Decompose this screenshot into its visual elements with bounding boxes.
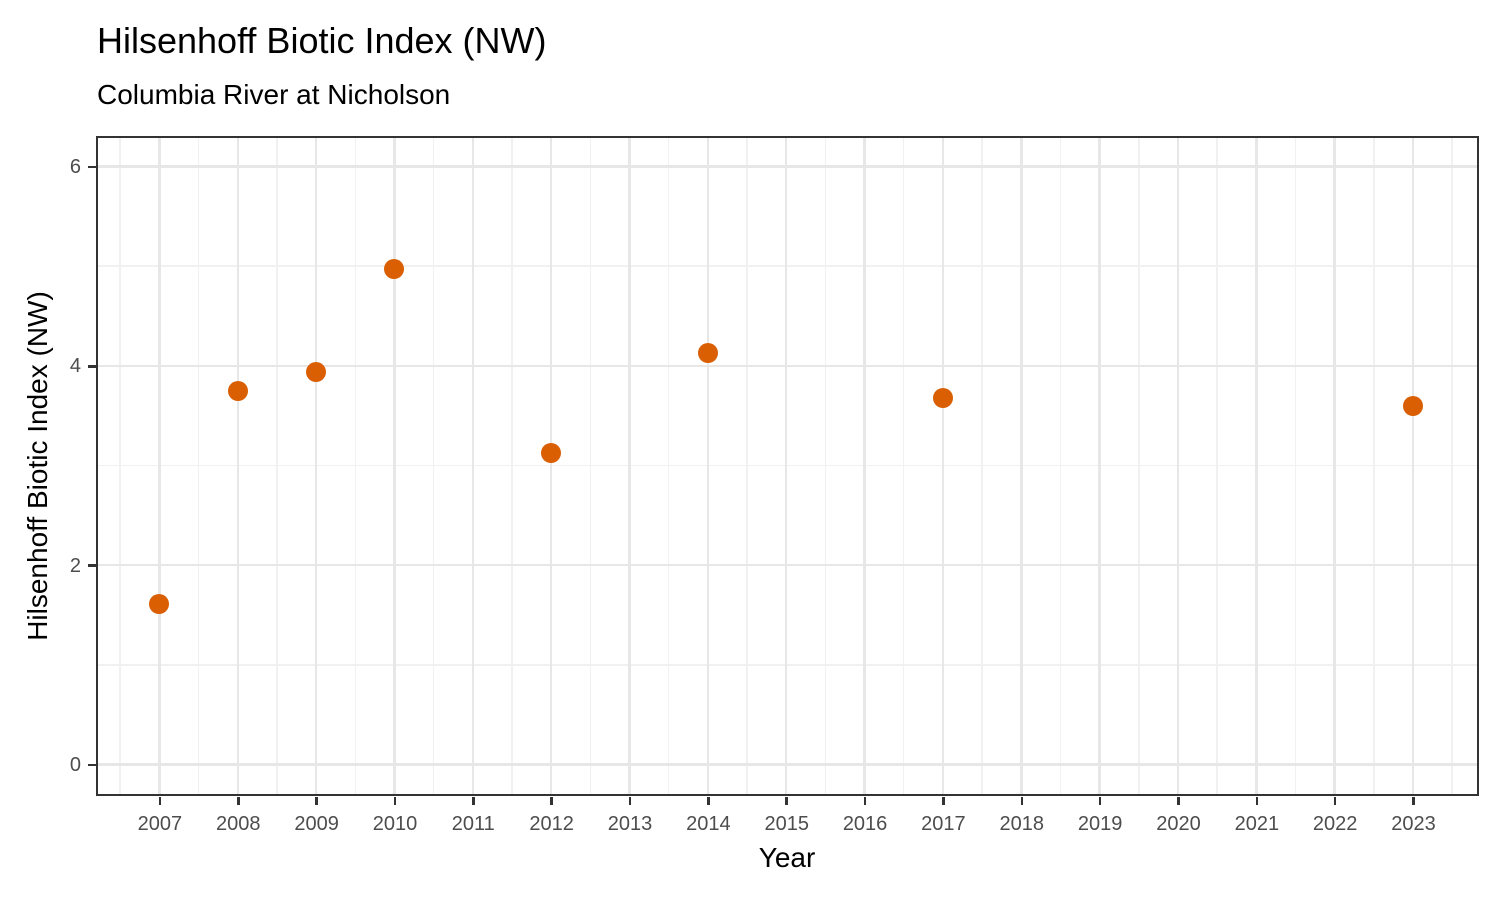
x-tick-label: 2015 bbox=[764, 813, 809, 835]
x-axis-tick bbox=[1333, 796, 1337, 805]
grid-major-vertical bbox=[1020, 137, 1023, 794]
x-axis-tick bbox=[158, 796, 162, 805]
x-tick-label: 2022 bbox=[1312, 813, 1358, 835]
x-tick-label: 2019 bbox=[1077, 813, 1123, 835]
grid-major-horizontal bbox=[97, 563, 1477, 567]
x-axis-tick bbox=[472, 796, 475, 805]
grid-major-horizontal bbox=[97, 364, 1477, 368]
x-axis-tick bbox=[1098, 796, 1102, 805]
grid-major-vertical bbox=[706, 137, 710, 794]
x-tick-label: 2009 bbox=[294, 813, 339, 835]
x-axis-tick bbox=[1177, 796, 1180, 805]
data-point bbox=[541, 442, 562, 463]
x-axis-tick bbox=[707, 796, 710, 805]
data-point bbox=[697, 342, 718, 363]
x-axis-tick bbox=[237, 796, 240, 805]
x-tick-label: 2012 bbox=[529, 813, 574, 835]
data-point bbox=[149, 594, 170, 615]
x-axis-tick bbox=[628, 796, 632, 805]
x-axis-tick bbox=[863, 796, 867, 805]
data-point bbox=[384, 259, 405, 280]
x-tick-label: 2011 bbox=[451, 813, 495, 835]
x-axis-tick bbox=[1255, 796, 1259, 805]
grid-major-vertical bbox=[863, 137, 866, 794]
grid-major-vertical bbox=[941, 137, 945, 794]
x-tick-label: 2010 bbox=[372, 813, 418, 835]
x-tick-label: 2018 bbox=[999, 813, 1045, 835]
y-axis-tick bbox=[87, 763, 96, 767]
y-tick-label: 6 bbox=[69, 155, 81, 178]
grid-major-vertical bbox=[1333, 137, 1336, 794]
x-axis-tick bbox=[315, 796, 318, 805]
plot-panel bbox=[95, 135, 1479, 796]
x-tick-label: 2023 bbox=[1391, 813, 1436, 835]
data-point bbox=[1403, 395, 1424, 416]
data-point bbox=[227, 380, 248, 401]
x-tick-label: 2008 bbox=[216, 813, 261, 835]
x-axis-tick bbox=[1412, 796, 1415, 805]
grid-major-vertical bbox=[784, 137, 788, 794]
y-axis-title: Hilsenhoff Biotic Index (NW) bbox=[22, 291, 53, 641]
grid-major-vertical bbox=[628, 137, 631, 794]
grid-major-vertical bbox=[158, 137, 161, 794]
x-axis-title: Year bbox=[758, 842, 816, 873]
x-tick-label: 2014 bbox=[686, 813, 731, 835]
x-axis-tick bbox=[1020, 796, 1024, 805]
grid-major-horizontal bbox=[97, 165, 1477, 168]
x-tick-label: 2020 bbox=[1156, 813, 1201, 835]
x-axis-tick bbox=[785, 796, 788, 805]
grid-major-vertical bbox=[1255, 137, 1258, 794]
x-tick-label: 2016 bbox=[842, 813, 888, 835]
x-tick-label: 2017 bbox=[921, 813, 966, 835]
y-tick-label: 4 bbox=[69, 355, 81, 378]
y-axis-tick bbox=[87, 564, 96, 567]
y-tick-label: 2 bbox=[69, 554, 81, 577]
grid-major-vertical bbox=[236, 137, 239, 794]
grid-major-vertical bbox=[1098, 137, 1101, 794]
grid-major-vertical bbox=[314, 137, 318, 794]
grid-major-vertical bbox=[1176, 137, 1180, 794]
x-axis-tick bbox=[942, 796, 945, 805]
grid-major-vertical bbox=[393, 137, 396, 794]
y-tick-label: 0 bbox=[69, 754, 81, 777]
y-axis-tick bbox=[87, 365, 96, 368]
x-axis-tick bbox=[393, 796, 397, 805]
x-tick-label: 2007 bbox=[137, 813, 183, 835]
chart-title: Hilsenhoff Biotic Index (NW) bbox=[97, 20, 547, 61]
x-tick-label: 2013 bbox=[607, 813, 653, 835]
data-point bbox=[306, 361, 327, 382]
x-axis-tick bbox=[550, 796, 553, 805]
data-point bbox=[932, 387, 953, 408]
grid-major-vertical bbox=[549, 137, 553, 794]
grid-major-vertical bbox=[471, 137, 475, 794]
x-tick-label: 2021 bbox=[1234, 813, 1280, 835]
chart-subtitle: Columbia River at Nicholson bbox=[97, 79, 451, 110]
grid-major-vertical bbox=[1411, 137, 1415, 794]
y-axis-tick bbox=[87, 165, 96, 169]
grid-major-horizontal bbox=[97, 763, 1477, 766]
